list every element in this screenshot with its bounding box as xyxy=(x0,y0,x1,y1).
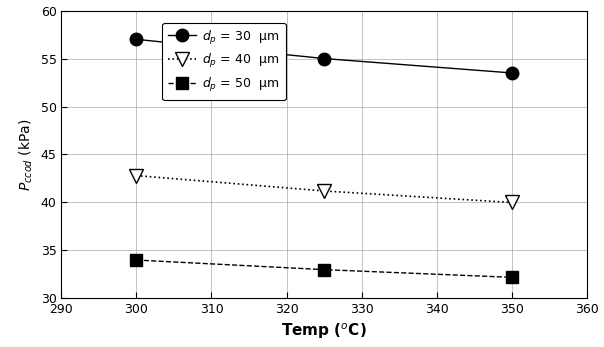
$d_p$ = 30  μm xyxy=(320,57,327,61)
$d_p$ = 30  μm xyxy=(133,37,140,41)
$d_p$ = 30  μm xyxy=(508,71,515,75)
$d_p$ = 50  μm xyxy=(133,258,140,262)
$d_p$ = 40  μm xyxy=(133,174,140,178)
Y-axis label: $P_{ccod}$ (kPa): $P_{ccod}$ (kPa) xyxy=(18,118,35,191)
Legend: $d_p$ = 30  μm, $d_p$ = 40  μm, $d_p$ = 50  μm: $d_p$ = 30 μm, $d_p$ = 40 μm, $d_p$ = 50… xyxy=(162,23,286,100)
X-axis label: Temp ($^{o}$C): Temp ($^{o}$C) xyxy=(281,322,367,341)
$d_p$ = 50  μm xyxy=(320,268,327,272)
$d_p$ = 40  μm xyxy=(508,200,515,204)
Line: $d_p$ = 50  μm: $d_p$ = 50 μm xyxy=(131,254,517,283)
Line: $d_p$ = 30  μm: $d_p$ = 30 μm xyxy=(130,33,518,79)
$d_p$ = 50  μm xyxy=(508,275,515,279)
$d_p$ = 40  μm xyxy=(320,189,327,193)
Line: $d_p$ = 40  μm: $d_p$ = 40 μm xyxy=(129,169,518,210)
